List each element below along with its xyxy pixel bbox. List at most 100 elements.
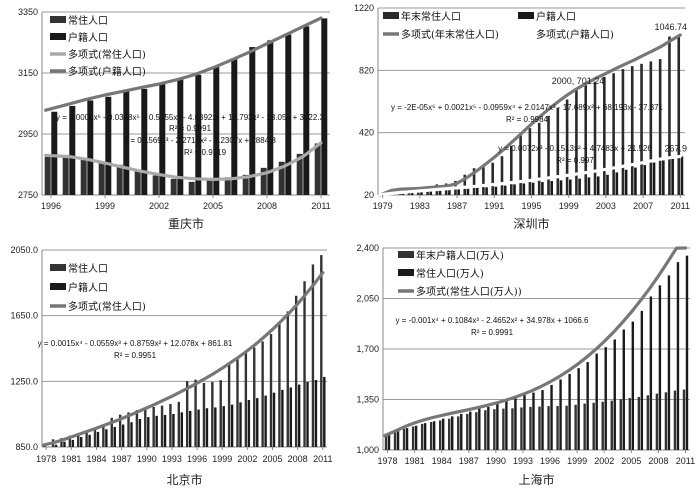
bar-shenzhen-s0 [509,145,513,195]
bar-shanghai-s1 [460,413,463,450]
bar-shanghai-s0 [583,403,586,450]
bar-beijing-s1 [155,415,158,447]
x-tick-label: 2005 [621,456,641,466]
bar-shenzhen-s1 [429,191,433,195]
legend-label: 户籍人口 [68,281,108,294]
bar-shenzhen-s0 [649,61,653,195]
bar-shanghai-s1 [505,399,508,450]
bar-beijing-s0 [135,410,139,447]
legend-swatch [518,12,534,19]
bar-beijing-s1 [222,406,225,447]
bar-shenzhen-s1 [596,176,600,195]
bar-shanghai-s0 [493,409,496,450]
bar-shenzhen-s0 [565,99,569,195]
bar-beijing-s1 [214,407,217,447]
chart-title: 深圳市 [513,216,549,231]
bar-chongqing-s1 [195,74,202,195]
x-tick-label: 2011 [671,201,690,211]
chart-chongqing: 2750 2950 3150 3350 1996 1999 2002 2005 2008 2011… [18,7,331,231]
bar-beijing-s1 [121,424,125,447]
x-tick-label: 1981 [405,456,425,466]
legend-swatch [50,264,66,271]
legend-label: 多项式(常住人口) [68,48,146,61]
data-label: 2000, 701.24 [552,76,605,86]
bar-shenzhen-s1 [569,179,572,195]
bar-shanghai-s0 [411,426,415,450]
bar-beijing-s0 [286,311,289,447]
bar-beijing-s1 [323,376,326,447]
bar-beijing-s0 [85,430,88,447]
bar-shanghai-s1 [414,425,418,450]
x-tick-label: 1993 [162,454,182,464]
bar-beijing-s0 [152,406,155,447]
y-tick-label: 1,000 [356,445,379,455]
bar-beijing-s1 [256,398,259,447]
bar-chongqing-s0 [62,157,69,195]
bar-beijing-s1 [88,434,91,447]
x-tick-label: 1990 [137,454,157,464]
bar-beijing-s1 [230,404,234,447]
bar-beijing-s0 [127,412,130,447]
bar-shenzhen-s0 [640,63,643,196]
bar-shenzhen-s0 [677,34,681,195]
bar-chongqing-s0 [296,153,303,195]
legend-label: 常住人口 [68,262,108,275]
bar-shanghai-s1 [622,329,625,450]
bar-beijing-s0 [194,379,197,447]
x-tick-label: 2003 [596,201,616,211]
x-tick-label: 1987 [459,456,479,466]
x-tick-label: 1987 [447,201,467,211]
bar-beijing-s1 [172,414,175,447]
x-tick-label: 2008 [648,456,668,466]
bar-shenzhen-s1 [587,177,591,195]
bar-shenzhen-s1 [457,189,460,195]
chart-title: 上海市 [518,472,554,487]
chart-title: 重庆市 [168,216,204,231]
bar-beijing-s1 [239,402,242,447]
bar-shanghai-s0 [520,407,523,450]
bar-shanghai-s1 [469,411,472,450]
bar-chongqing-s0 [116,164,123,195]
y-tick-label: 2,050 [356,294,379,304]
bar-chongqing-s1 [123,90,130,195]
legend: 年末户籍人口(万人) 常住人口(万人) 多项式(常住人口(万人)) [398,249,522,298]
trendline-equation: R² = 0.9719 [184,148,227,157]
data-label: 1046.74 [654,22,687,32]
trendline-equation: y = 0.0015x⁴ - 0.0559x³ + 0.8759x² + 12.… [38,339,233,348]
bar-beijing-s0 [227,362,231,447]
bar-chongqing-s1 [159,83,166,195]
bar-shanghai-s0 [574,404,577,450]
bar-shanghai-s0 [457,416,460,450]
bar-shenzhen-s0 [528,128,532,195]
data-label: 267.9 [664,143,687,153]
bar-chongqing-s0 [152,175,159,195]
bar-shenzhen-s1 [541,182,544,195]
legend-label: 多项式(户籍人口) [536,28,614,41]
bar-shenzhen-s0 [491,162,494,195]
y-tick-label: 1250.0 [10,376,38,386]
bar-beijing-s1 [96,431,100,447]
bar-beijing-s0 [60,438,63,447]
bar-shenzhen-s1 [634,167,637,195]
legend-swatch [398,269,414,276]
x-tick-label: 1990 [486,456,506,466]
bar-chongqing-s0 [44,156,51,195]
bar-shenzhen-s0 [668,36,671,195]
bar-shanghai-s1 [577,368,580,450]
x-tick-label: 2007 [633,201,653,211]
bar-shenzhen-s1 [401,192,405,195]
x-tick-label: 1991 [484,201,504,211]
legend-label: 多项式(常住人口) [68,300,146,313]
bar-shenzhen-s1 [671,159,674,195]
bar-beijing-s0 [311,264,315,447]
legend-label: 年末常住人口 [401,10,461,23]
bar-shanghai-s0 [673,390,677,450]
bar-beijing-s1 [297,384,301,447]
bar-beijing-s1 [54,444,58,447]
x-tick-label: 1995 [521,201,541,211]
bar-beijing-s0 [68,435,72,447]
trendline-shanghai-0 [383,246,688,438]
bar-shenzhen-s0 [556,107,560,195]
